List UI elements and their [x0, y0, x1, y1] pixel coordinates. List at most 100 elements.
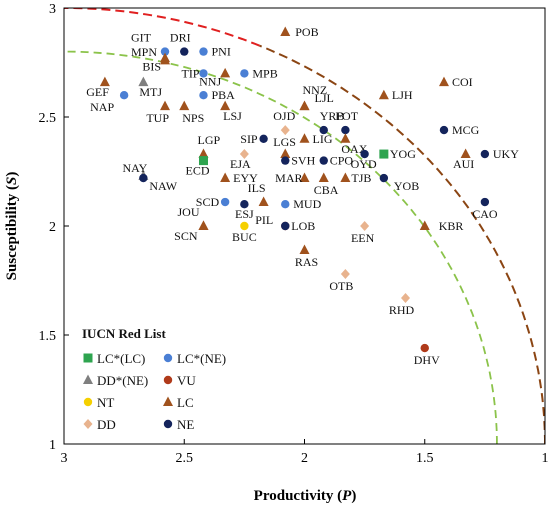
point-marker [220, 67, 231, 78]
point-label: CAO [472, 207, 498, 221]
data-point-esj: ESJ [235, 200, 254, 221]
point-marker [299, 172, 310, 183]
point-label: CBA [314, 183, 339, 197]
point-label: LJH [392, 88, 413, 102]
point-label: OYD [351, 157, 377, 171]
y-tick-label: 2.5 [39, 111, 57, 126]
legend-marker [83, 397, 93, 407]
point-label: TIP [181, 66, 199, 80]
point-marker [160, 54, 171, 65]
y-tick-label: 1.5 [39, 329, 57, 344]
x-tick-label: 3 [61, 451, 68, 466]
point-marker [379, 173, 389, 183]
point-label: DRI [170, 31, 191, 45]
point-label: PBA [211, 88, 235, 102]
point-marker [198, 156, 208, 166]
point-marker [258, 196, 269, 207]
point-marker [419, 220, 430, 230]
point-marker [378, 89, 389, 100]
point-label: CPO [330, 154, 354, 168]
point-label: EEN [351, 231, 375, 245]
data-point-dhv: DHV [414, 343, 440, 367]
data-point-otb: OTB [329, 268, 353, 293]
point-label: SCD [196, 195, 220, 209]
point-label: SIP [240, 132, 258, 146]
point-label: NAY [122, 161, 147, 175]
data-point-sip: SIP [240, 132, 268, 146]
axis-ticks: 3 2.5 2 1.5 1 1 1.5 2 2.5 3 [39, 2, 549, 466]
data-point-git: GIT [131, 31, 170, 56]
point-marker [319, 156, 328, 165]
x-tick-label: 1.5 [416, 451, 434, 466]
point-label: MAR [275, 171, 302, 185]
legend-item-ne: NE [163, 417, 194, 432]
data-point-ljl: LJL [299, 91, 334, 111]
point-marker [420, 343, 429, 353]
data-point-lgs: LGS [273, 135, 296, 159]
point-marker [239, 149, 249, 160]
point-marker [340, 133, 351, 143]
legend-marker [163, 353, 173, 363]
point-label: RHD [389, 303, 415, 317]
data-point-lig: LIG [299, 132, 333, 146]
point-marker [99, 76, 110, 87]
legend: IUCN Red List LC*(LC) LC*(NE) DD*(NE) VU NT L… [82, 326, 226, 432]
point-marker [220, 197, 230, 207]
point-marker [259, 134, 268, 143]
x-axis-variable: P [342, 488, 352, 504]
curve-inner [64, 50, 498, 444]
point-label: POB [295, 25, 318, 39]
legend-marker [163, 396, 173, 406]
point-label: EYY [233, 171, 258, 185]
point-label: BUC [232, 230, 257, 244]
data-point-buc: BUC [232, 221, 257, 244]
legend-item-lcne: LC*(NE) [163, 351, 226, 366]
point-marker [160, 47, 170, 56]
point-marker [281, 221, 290, 231]
point-label: LGP [197, 133, 220, 147]
legend-label: VU [177, 373, 196, 388]
legend-title: IUCN Red List [82, 326, 166, 341]
point-label: MCG [452, 123, 480, 137]
point-label: KBR [439, 219, 464, 233]
point-label: YRB [320, 109, 345, 123]
data-point-rhd: RHD [389, 292, 415, 317]
point-label: ESJ [235, 207, 254, 221]
point-marker [220, 100, 231, 111]
point-label: JOU [177, 205, 199, 219]
point-marker [240, 221, 249, 231]
data-point-ils: ILS [248, 181, 269, 207]
y-tick-label: 3 [49, 2, 56, 17]
point-label: TJB [351, 171, 371, 185]
data-point-mar: MAR [275, 171, 310, 185]
point-marker [119, 91, 129, 100]
data-point-yob: YOB [379, 173, 419, 193]
data-point-aui: AUI [453, 148, 474, 171]
data-point-svh: SVH [281, 154, 316, 168]
point-label: GIT [131, 31, 152, 45]
legend-label: LC*(LC) [97, 351, 145, 366]
data-point-nps: NPS [179, 100, 204, 125]
point-marker [180, 47, 189, 56]
data-point-coi: COI [438, 75, 473, 89]
point-label: MPB [252, 66, 277, 80]
legend-marker [163, 419, 173, 429]
y-axis-label: Susceptibility [4, 193, 20, 280]
data-point-mcg: MCG [439, 123, 480, 137]
point-label: MUD [293, 197, 321, 211]
point-label: SCN [174, 229, 198, 243]
data-point-lsj: LSJ [220, 100, 242, 123]
point-marker [480, 149, 490, 159]
point-marker [198, 148, 209, 159]
legend-label: NT [97, 395, 114, 410]
point-marker [480, 197, 490, 207]
legend-marker [83, 419, 93, 429]
point-marker [281, 156, 290, 165]
point-marker [360, 221, 370, 231]
point-marker [340, 172, 351, 183]
data-point-mud: MUD [281, 197, 322, 211]
point-marker [139, 173, 148, 183]
point-marker [138, 76, 149, 87]
point-marker [281, 200, 290, 209]
